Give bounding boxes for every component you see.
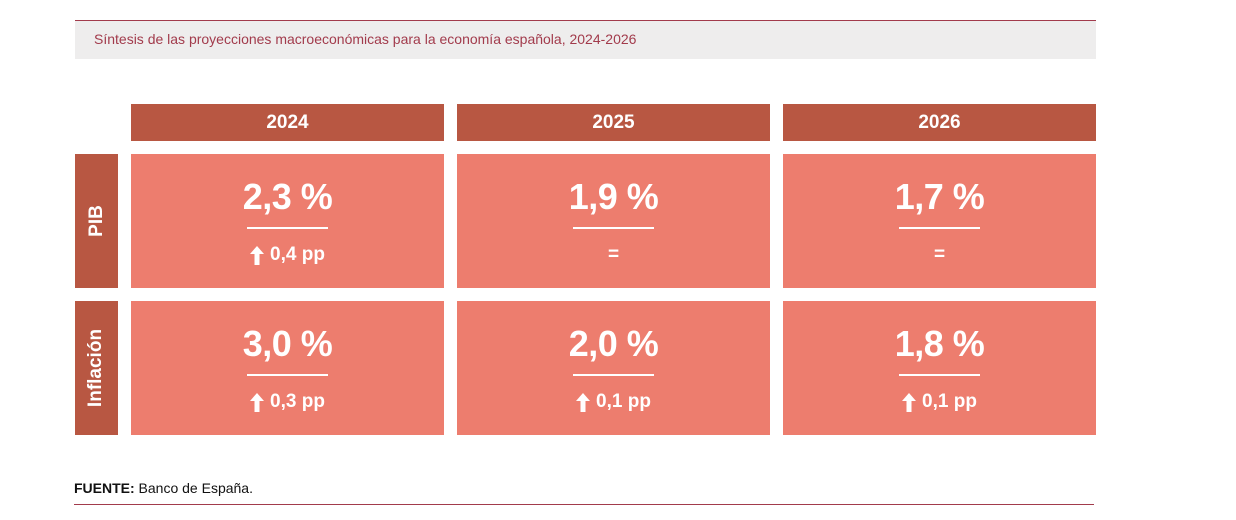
arrow-up-icon	[902, 392, 917, 412]
cell-inflacion-2026: 1,8 % 0,1 pp	[783, 301, 1096, 435]
chart-title: Síntesis de las proyecciones macroeconóm…	[94, 31, 637, 47]
cell-value: 2,3 %	[242, 176, 333, 217]
source-text: Banco de España.	[134, 480, 253, 496]
cell-inflacion-2025: 2,0 % 0,1 pp	[457, 301, 770, 435]
cell-pib-2024: 2,3 % 0,4 pp	[131, 154, 444, 288]
cell-change-text: 0,1 pp	[922, 391, 977, 412]
arrow-up-icon	[250, 245, 265, 265]
cell-pib-2025: 1,9 % =	[457, 154, 770, 288]
cell-change: =	[457, 244, 770, 266]
cell-change: 0,4 pp	[131, 244, 444, 266]
bottom-divider	[74, 504, 1094, 505]
column-header-2025: 2025	[457, 104, 770, 141]
column-header-2024: 2024	[131, 104, 444, 141]
cell-change-text: 0,1 pp	[596, 391, 651, 412]
cell-divider	[899, 374, 980, 376]
cell-divider	[573, 227, 654, 229]
cell-change: 0,1 pp	[783, 391, 1096, 413]
cell-divider	[247, 374, 328, 376]
arrow-up-icon	[576, 392, 591, 412]
row-header-inflacion: Inflación	[75, 301, 118, 435]
row-label-pib: PIB	[85, 205, 107, 237]
cell-value: 3,0 %	[242, 323, 333, 364]
cell-divider	[899, 227, 980, 229]
cell-value: 1,9 %	[568, 176, 659, 217]
source-label: FUENTE:	[74, 480, 135, 496]
cell-change-text: 0,4 pp	[270, 244, 325, 265]
title-bar: Síntesis de las proyecciones macroeconóm…	[75, 20, 1096, 59]
cell-value: 1,7 %	[894, 176, 985, 217]
cell-change: 0,3 pp	[131, 391, 444, 413]
cell-divider	[573, 374, 654, 376]
row-header-pib: PIB	[75, 154, 118, 288]
cell-change-text: =	[933, 244, 946, 265]
cell-change-text: 0,3 pp	[270, 391, 325, 412]
cell-pib-2026: 1,7 % =	[783, 154, 1096, 288]
cell-change: =	[783, 244, 1096, 266]
cell-inflacion-2024: 3,0 % 0,3 pp	[131, 301, 444, 435]
arrow-up-icon	[250, 392, 265, 412]
source-note: FUENTE: Banco de España.	[74, 480, 253, 496]
cell-change: 0,1 pp	[457, 391, 770, 413]
cell-divider	[247, 227, 328, 229]
cell-value: 2,0 %	[568, 323, 659, 364]
cell-change-text: =	[607, 244, 620, 265]
row-label-inflacion: Inflación	[85, 328, 107, 408]
cell-value: 1,8 %	[894, 323, 985, 364]
column-header-2026: 2026	[783, 104, 1096, 141]
